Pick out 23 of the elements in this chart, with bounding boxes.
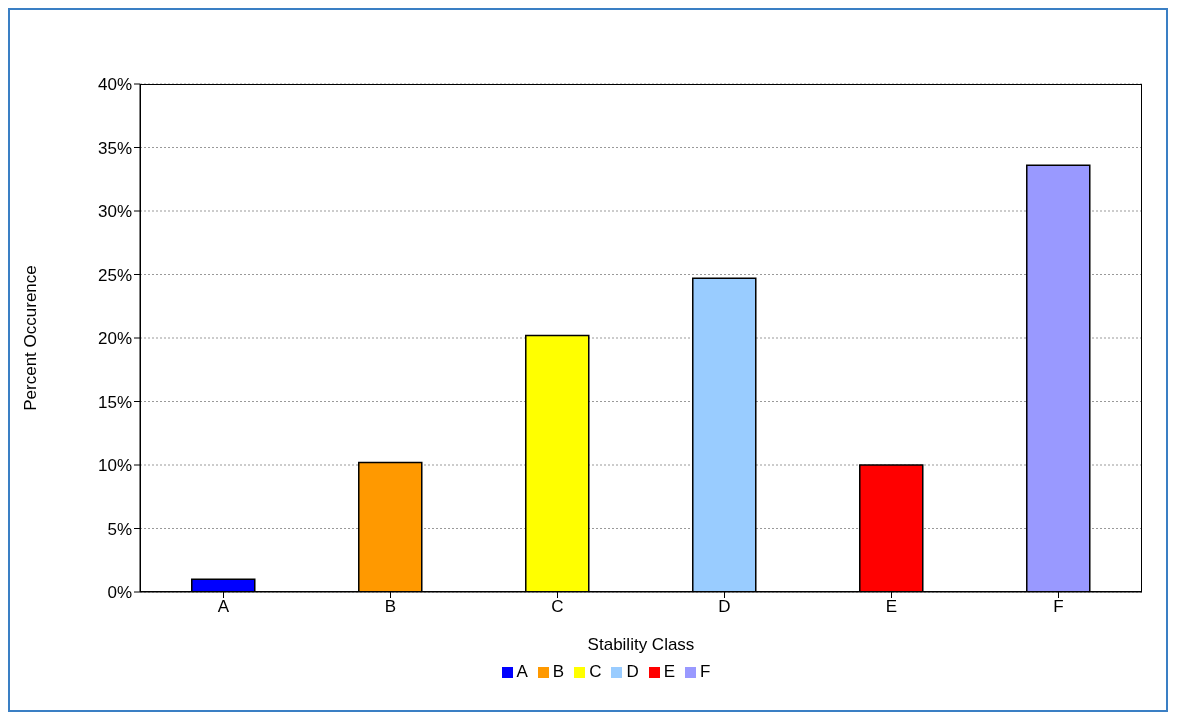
y-axis-title: Percent Occurence bbox=[21, 265, 41, 411]
x-tick-label: C bbox=[551, 597, 564, 617]
legend-label: B bbox=[552, 662, 565, 681]
y-tick-label: 10% bbox=[97, 456, 132, 476]
legend-label: D bbox=[626, 662, 639, 681]
y-tick-label: 25% bbox=[97, 265, 132, 285]
y-tick-label: 35% bbox=[97, 138, 132, 158]
x-tick-label: E bbox=[885, 597, 898, 617]
legend-label: C bbox=[589, 662, 602, 681]
x-tick-label: F bbox=[1053, 597, 1064, 617]
legend-label: F bbox=[700, 662, 711, 681]
y-tick-label: 20% bbox=[97, 329, 132, 349]
legend-label: A bbox=[516, 662, 528, 681]
y-tick-label: 40% bbox=[97, 75, 132, 95]
y-tick-label: 5% bbox=[107, 519, 132, 539]
y-tick-label: 15% bbox=[97, 392, 132, 412]
x-axis-title: Stability Class bbox=[587, 635, 695, 654]
x-tick-label: A bbox=[217, 597, 230, 617]
x-tick-label: D bbox=[718, 597, 731, 617]
y-tick-label: 0% bbox=[107, 583, 132, 603]
x-tick-label: B bbox=[384, 597, 397, 617]
legend-label: E bbox=[663, 662, 676, 681]
y-tick-label: 30% bbox=[97, 202, 132, 222]
